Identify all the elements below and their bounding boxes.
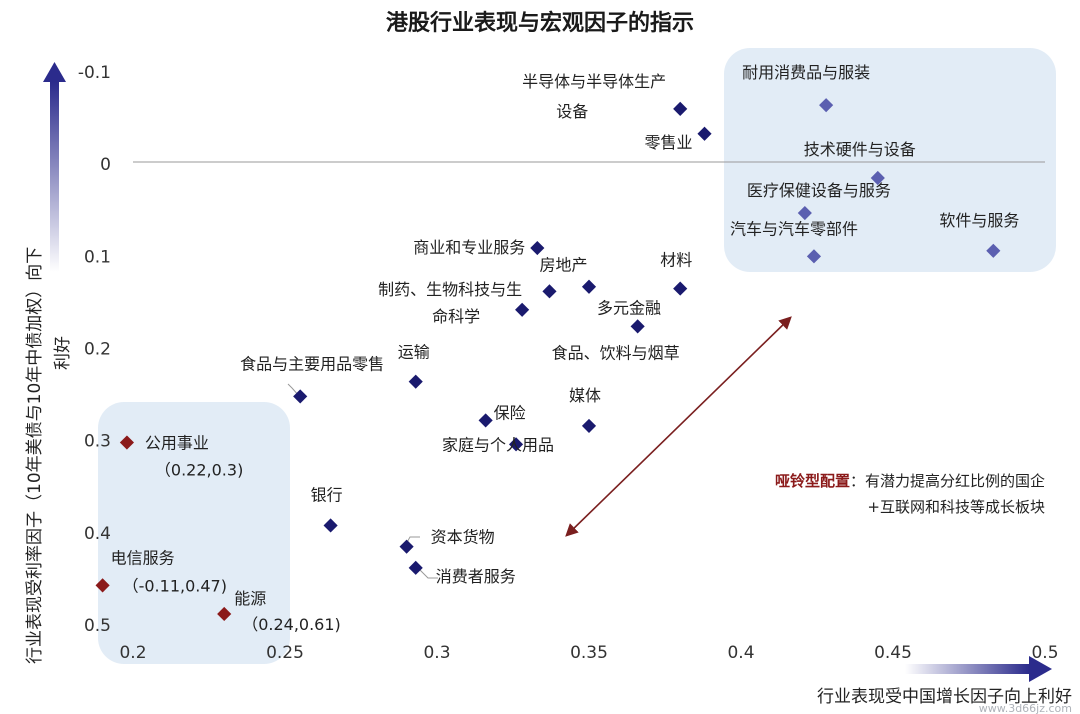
x-tick-label: 0.4 <box>727 643 754 663</box>
data-point-label: 资本货物 <box>431 528 495 547</box>
data-point-label: 房地产 <box>539 255 587 274</box>
data-point <box>515 302 530 317</box>
data-point <box>530 240 545 256</box>
y-axis-subtitle: 利好 <box>53 336 73 370</box>
data-point <box>542 284 557 299</box>
y-tick-label: 0.2 <box>84 340 111 360</box>
y-axis-arrow-head <box>43 62 66 82</box>
data-point-label: 材料 <box>660 251 692 270</box>
data-point <box>581 418 597 433</box>
data-point <box>673 281 688 296</box>
data-point <box>323 518 338 533</box>
data-point <box>217 606 232 622</box>
leader-consumer-services <box>419 569 438 579</box>
data-point <box>697 126 712 141</box>
x-tick-labels: 0.2 0.25 0.3 0.35 0.4 0.45 0.5 <box>119 643 1058 663</box>
data-point-label: 技术硬件与设备 <box>804 140 916 159</box>
data-point <box>986 243 1001 258</box>
highlight-region-bottom-left <box>98 402 290 664</box>
y-tick-label: 0.4 <box>84 524 111 544</box>
dumbbell-emphasis: 哑铃型配置 <box>775 472 850 490</box>
y-tick-label: 0.1 <box>84 247 111 267</box>
x-tick-label: 0.35 <box>570 643 608 663</box>
data-point-label: 运输 <box>398 343 430 362</box>
x-tick-label: 0.25 <box>266 643 304 663</box>
x-tick-label: 0.3 <box>423 643 450 663</box>
leader-lines <box>287 383 438 579</box>
data-point-label: 商业和专业服务 <box>413 238 525 257</box>
y-tick-label: 0 <box>100 155 111 175</box>
data-point-label: 食品与主要用品零售 <box>240 354 384 373</box>
data-point-label: 银行 <box>311 485 343 504</box>
data-point <box>819 98 834 113</box>
data-point-label: 消费者服务 <box>436 567 516 586</box>
y-axis-arrow-bar <box>50 82 59 272</box>
data-point-label: 耐用消费品与服装 <box>742 63 870 82</box>
data-point-label: 家庭与个人用品 <box>442 435 554 454</box>
chart-title: 港股行业表现与宏观因子的指示 <box>386 10 694 36</box>
y-tick-label: 0.5 <box>84 616 111 636</box>
data-point <box>408 374 423 389</box>
data-point-label-line2: （-0.11,0.47) <box>123 576 227 595</box>
y-axis-title: 行业表现受利率因子（10年美债与10年中债加权）向下 <box>25 247 45 664</box>
data-point <box>630 319 645 334</box>
y-tick-label: 0.3 <box>84 432 111 452</box>
data-point-label-line2: （0.24,0.61) <box>242 615 341 634</box>
data-point <box>293 389 308 404</box>
x-axis-arrow-head <box>1029 656 1052 682</box>
dumbbell-note-line1: 哑铃型配置：有潜力提高分红比例的国企 <box>775 472 1045 490</box>
dumbbell-arrow <box>565 316 792 537</box>
data-point <box>408 560 423 575</box>
data-point-label: 能源 <box>234 589 266 608</box>
data-point <box>797 205 812 221</box>
data-point-label-line2: 设备 <box>556 102 588 121</box>
data-point <box>478 413 493 428</box>
data-point-label: 媒体 <box>569 386 601 405</box>
data-point <box>95 578 110 593</box>
data-point-label: 保险 <box>494 403 526 422</box>
data-point-label-line2: 命科学 <box>432 307 480 326</box>
data-point-label: 多元金融 <box>597 299 661 318</box>
data-point-label: 公用事业 <box>145 434 209 453</box>
data-point-label: 制药、生物科技与生 <box>378 280 522 299</box>
y-tick-label: -0.1 <box>78 63 111 83</box>
dumbbell-separator: ： <box>850 472 865 490</box>
data-point <box>806 249 822 264</box>
data-point-label: 食品、饮料与烟草 <box>552 343 680 362</box>
data-point <box>399 539 414 554</box>
dumbbell-note-text1: 有潜力提高分红比例的国企 <box>865 472 1045 490</box>
data-point <box>119 435 134 450</box>
data-point-label: 软件与服务 <box>939 211 1019 230</box>
data-point-label-line2: （0.22,0.3) <box>155 461 243 480</box>
x-tick-label: 0.45 <box>874 643 912 663</box>
data-point <box>673 101 688 116</box>
x-axis-title: 行业表现受中国增长因子向上利好 <box>817 687 1072 707</box>
data-point-label: 电信服务 <box>111 548 175 567</box>
dumbbell-note-line2: +互联网和科技等成长板块 <box>867 498 1045 516</box>
data-point-label: 半导体与半导体生产 <box>522 72 666 91</box>
watermark: www.3d66jz.com <box>979 702 1072 714</box>
data-point <box>581 279 597 294</box>
y-tick-labels: -0.1 0 0.1 0.2 0.3 0.4 0.5 <box>78 63 111 636</box>
x-tick-label: 0.2 <box>119 643 146 663</box>
x-axis-arrow-bar <box>905 664 1029 674</box>
data-point-label: 零售业 <box>645 133 693 152</box>
data-point-label: 汽车与汽车零部件 <box>730 219 858 238</box>
data-point <box>870 170 885 186</box>
data-point-label: 医疗保健设备与服务 <box>747 181 891 200</box>
x-tick-label: 0.5 <box>1031 643 1058 663</box>
